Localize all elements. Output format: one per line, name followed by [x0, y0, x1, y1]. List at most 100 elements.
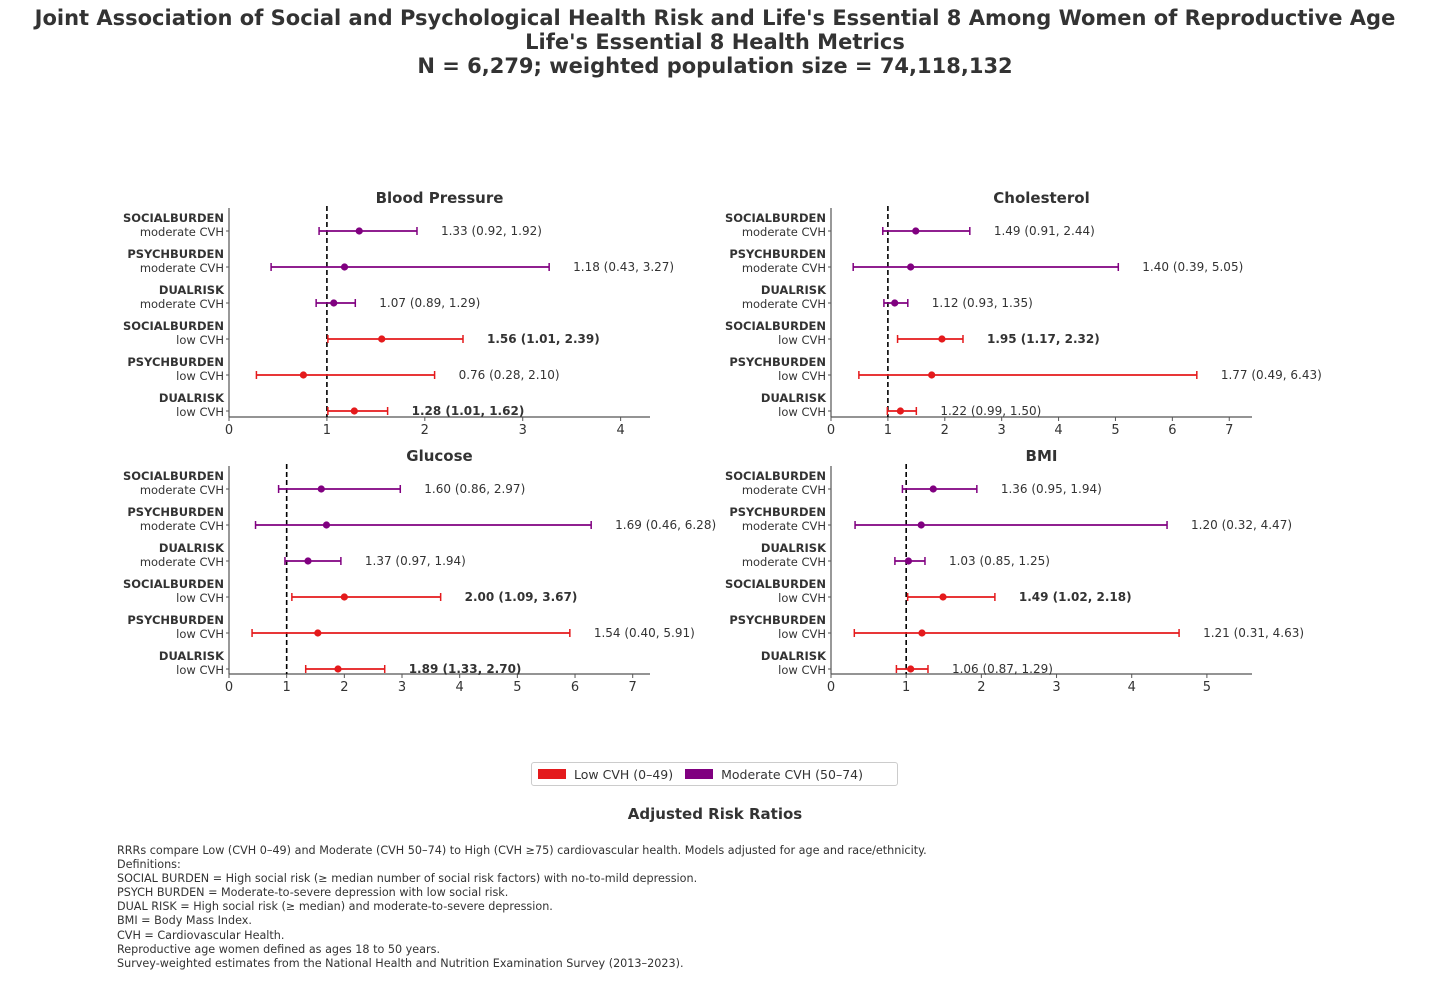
row-cvh-label: moderate CVH [140, 225, 224, 239]
estimate-label: 0.76 (0.28, 2.10) [459, 368, 560, 382]
row-group-label: SOCIALBURDEN [725, 577, 826, 591]
estimate-label: 1.33 (0.92, 1.92) [441, 224, 542, 238]
x-tick-label: 1 [323, 423, 331, 438]
legend-item-low: Low CVH (0–49) [538, 767, 673, 782]
point-estimate [907, 665, 915, 673]
row-group-label: SOCIALBURDEN [123, 577, 224, 591]
point-estimate [378, 335, 386, 343]
row-group-label: SOCIALBURDEN [725, 319, 826, 333]
point-estimate [912, 227, 920, 235]
footnote-line: DUAL RISK = High social risk (≥ median) … [117, 900, 553, 914]
footnote-line: PSYCH BURDEN = Moderate-to-severe depres… [117, 886, 509, 900]
estimate-label: 1.69 (0.46, 6.28) [615, 518, 716, 532]
x-tick-label: 4 [1054, 423, 1062, 438]
legend-item-moderate: Moderate CVH (50–74) [685, 767, 863, 782]
row-cvh-label: low CVH [778, 663, 826, 677]
estimate-label: 1.18 (0.43, 3.27) [573, 260, 674, 274]
row-group-label: SOCIALBURDEN [123, 211, 224, 225]
x-tick-label: 5 [1111, 423, 1119, 438]
legend-label-low: Low CVH (0–49) [574, 766, 674, 782]
row-cvh-label: moderate CVH [140, 483, 224, 497]
row-group-label: SOCIALBURDEN [725, 211, 826, 225]
estimate-label: 1.28 (1.01, 1.62) [412, 404, 525, 418]
row-cvh-label: low CVH [176, 405, 224, 419]
point-estimate [355, 227, 363, 235]
footnote-line: RRRs compare Low (CVH 0–49) and Moderate… [117, 844, 927, 857]
row-cvh-label: moderate CVH [742, 555, 826, 569]
row-cvh-label: low CVH [778, 333, 826, 347]
x-axis-title: Adjusted Risk Ratios [627, 805, 803, 823]
point-estimate [917, 521, 925, 529]
point-estimate [904, 557, 913, 565]
x-tick-label: 6 [571, 680, 579, 695]
figure-title: Joint Association of Social and Psycholo… [0, 6, 1430, 78]
estimate-label: 1.37 (0.97, 1.94) [365, 554, 466, 568]
row-group-label: PSYCHBURDEN [729, 247, 826, 261]
x-tick-label: 3 [1052, 680, 1060, 695]
estimate-label: 1.12 (0.93, 1.35) [932, 296, 1033, 310]
row-group-label: DUALRISK [159, 649, 225, 663]
estimate-label: 1.89 (1.33, 2.70) [409, 662, 522, 676]
point-estimate [340, 593, 348, 601]
point-estimate [299, 371, 308, 379]
estimate-label: 1.40 (0.39, 5.05) [1142, 260, 1243, 274]
estimate-label: 1.77 (0.49, 6.43) [1221, 368, 1322, 382]
x-tick-label: 7 [629, 680, 637, 695]
x-tick-label: 1 [283, 680, 291, 695]
panel-title: Glucose [406, 447, 472, 465]
x-tick-label: 5 [1203, 680, 1211, 695]
row-cvh-label: low CVH [778, 405, 826, 419]
row-cvh-label: moderate CVH [742, 483, 826, 497]
row-group-label: SOCIALBURDEN [725, 469, 826, 483]
row-group-label: DUALRISK [761, 283, 827, 297]
point-estimate [330, 299, 338, 307]
estimate-label: 1.21 (0.31, 4.63) [1203, 626, 1304, 640]
point-estimate [939, 593, 947, 601]
panel-title: Cholesterol [993, 189, 1089, 207]
estimate-label: 1.03 (0.85, 1.25) [949, 554, 1050, 568]
point-estimate [304, 557, 312, 565]
x-tick-label: 0 [225, 680, 233, 695]
estimate-label: 1.20 (0.32, 4.47) [1191, 518, 1292, 532]
title-line-3: N = 6,279; weighted population size = 74… [417, 54, 1013, 78]
footnote-line: CVH = Cardiovascular Health. [117, 928, 285, 942]
x-tick-label: 2 [340, 680, 348, 695]
estimate-label: 1.06 (0.87, 1.29) [952, 662, 1053, 676]
x-tick-label: 6 [1168, 423, 1176, 438]
row-group-label: PSYCHBURDEN [729, 613, 826, 627]
row-group-label: DUALRISK [159, 283, 225, 297]
row-cvh-label: low CVH [778, 369, 826, 383]
estimate-label: 1.49 (1.02, 2.18) [1019, 590, 1132, 604]
point-estimate [317, 485, 325, 493]
row-cvh-label: low CVH [176, 663, 224, 677]
point-estimate [891, 299, 899, 307]
point-estimate [918, 629, 926, 637]
estimate-label: 1.36 (0.95, 1.94) [1001, 482, 1102, 496]
row-group-label: SOCIALBURDEN [123, 319, 224, 333]
row-cvh-label: moderate CVH [742, 297, 826, 311]
point-estimate [322, 521, 331, 529]
row-cvh-label: moderate CVH [742, 519, 826, 533]
row-group-label: PSYCHBURDEN [729, 355, 826, 369]
x-tick-label: 0 [827, 423, 835, 438]
legend-swatch-moderate [685, 769, 714, 779]
x-tick-label: 1 [884, 423, 892, 438]
x-tick-label: 4 [616, 423, 624, 438]
row-group-label: DUALRISK [159, 391, 225, 405]
x-tick-label: 2 [421, 423, 429, 438]
point-estimate [938, 335, 946, 343]
row-cvh-label: moderate CVH [140, 297, 224, 311]
legend-swatch-low [538, 769, 566, 779]
point-estimate [929, 485, 937, 493]
row-cvh-label: moderate CVH [140, 261, 224, 275]
estimate-label: 1.95 (1.17, 2.32) [987, 332, 1100, 346]
point-estimate [928, 371, 936, 379]
estimate-label: 1.60 (0.86, 2.97) [424, 482, 525, 496]
estimate-label: 1.54 (0.40, 5.91) [594, 626, 695, 640]
x-tick-label: 0 [225, 423, 233, 438]
row-cvh-label: low CVH [778, 627, 826, 641]
row-group-label: DUALRISK [761, 391, 827, 405]
point-estimate [314, 629, 322, 637]
footnote-line: Definitions: [117, 858, 181, 872]
